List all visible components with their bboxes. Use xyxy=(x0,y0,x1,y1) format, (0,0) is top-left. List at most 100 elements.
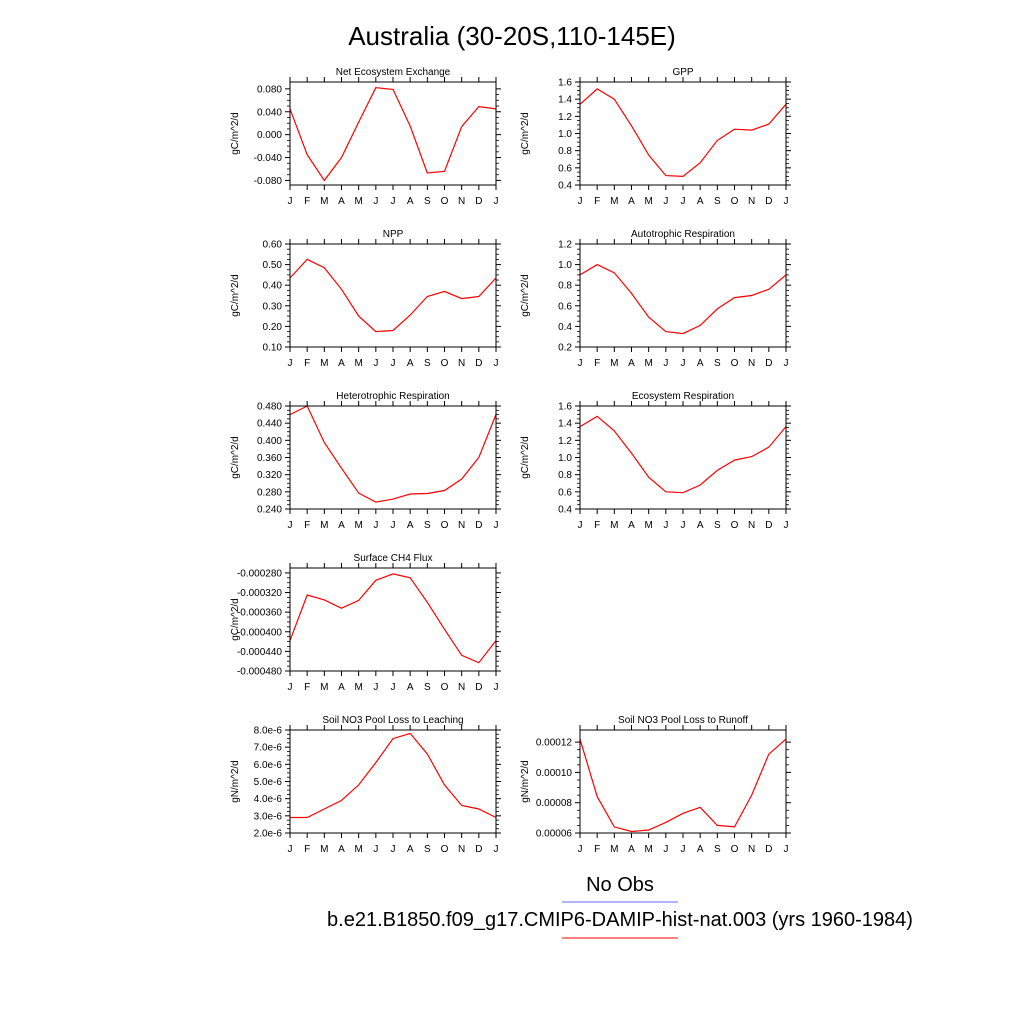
x-tick-label: N xyxy=(458,358,465,369)
x-tick-label: N xyxy=(458,682,465,693)
y-tick-label: -0.000440 xyxy=(237,647,282,658)
x-tick-label: A xyxy=(697,196,704,207)
x-tick-label: N xyxy=(748,844,755,855)
x-tick-label: F xyxy=(594,358,600,369)
chart-panel: Ecosystem Respiration gC/m^2/d 0.4 0.6 0.8 1.… xyxy=(520,391,791,531)
x-tick-label: J xyxy=(288,196,293,207)
x-tick-label: J xyxy=(578,520,583,531)
y-tick-label: 0.6 xyxy=(558,163,572,174)
plot-frame xyxy=(579,81,787,186)
x-tick-label: J xyxy=(494,520,499,531)
x-tick-label: M xyxy=(644,196,652,207)
y-axis-label: gC/m^2/d xyxy=(230,112,241,155)
x-tick-label: D xyxy=(475,196,482,207)
x-tick-label: M xyxy=(610,196,618,207)
x-tick-label: N xyxy=(748,520,755,531)
series-line xyxy=(579,263,787,335)
x-tick-label: A xyxy=(407,196,414,207)
y-tick-label: 0.480 xyxy=(257,402,282,413)
y-axis-label: gC/m^2/d xyxy=(230,598,241,641)
x-tick-label: F xyxy=(304,844,310,855)
x-tick-label: J xyxy=(494,358,499,369)
y-axis-label: gN/m^2/d xyxy=(230,760,241,803)
x-tick-label: M xyxy=(320,844,328,855)
y-tick-label: 0.50 xyxy=(263,260,283,271)
chart-panel: Soil NO3 Pool Loss to Leaching gN/m^2/d 2.… xyxy=(230,715,501,855)
y-tick-label: -0.000320 xyxy=(237,588,282,599)
x-tick-label: J xyxy=(681,844,686,855)
panel-title: Autotrophic Respiration xyxy=(631,229,735,240)
panel-title: Ecosystem Respiration xyxy=(632,391,734,402)
series-line xyxy=(289,573,497,664)
x-tick-label: J xyxy=(373,844,378,855)
panel-title: Soil NO3 Pool Loss to Runoff xyxy=(618,715,748,726)
series-line xyxy=(289,405,497,503)
x-tick-label: A xyxy=(407,520,414,531)
x-tick-label: O xyxy=(731,520,739,531)
y-tick-label: 5.0e-6 xyxy=(254,777,283,788)
y-tick-label: 4.0e-6 xyxy=(254,794,283,805)
x-tick-label: J xyxy=(784,358,789,369)
y-axis-label: gC/m^2/d xyxy=(520,436,531,479)
series-line xyxy=(579,738,787,833)
x-tick-label: A xyxy=(697,358,704,369)
series-line xyxy=(579,415,787,494)
x-tick-label: A xyxy=(407,844,414,855)
x-tick-label: M xyxy=(644,520,652,531)
y-tick-label: 1.6 xyxy=(558,402,572,413)
y-tick-label: 0.00006 xyxy=(536,829,573,840)
x-tick-label: J xyxy=(391,682,396,693)
plot-frame xyxy=(289,567,497,672)
y-tick-label: 0.040 xyxy=(257,107,282,118)
y-tick-label: 0.20 xyxy=(263,322,283,333)
panel-title: NPP xyxy=(383,229,404,240)
x-tick-label: N xyxy=(748,196,755,207)
x-tick-label: M xyxy=(320,682,328,693)
x-tick-label: O xyxy=(441,844,449,855)
x-tick-label: S xyxy=(424,682,431,693)
x-tick-label: J xyxy=(288,682,293,693)
x-tick-label: S xyxy=(424,520,431,531)
y-tick-label: 0.8 xyxy=(558,470,572,481)
legend: No Obs b.e21.B1850.f09_g17.CMIP6-DAMIP-h… xyxy=(327,874,913,939)
x-tick-label: N xyxy=(458,196,465,207)
x-tick-label: D xyxy=(765,844,772,855)
x-tick-label: J xyxy=(663,196,668,207)
x-tick-label: J xyxy=(373,196,378,207)
y-tick-label: 0.2 xyxy=(558,343,572,354)
x-tick-label: A xyxy=(628,520,635,531)
y-tick-label: 0.8 xyxy=(558,146,572,157)
y-tick-label: -0.080 xyxy=(254,176,283,187)
x-tick-label: J xyxy=(663,844,668,855)
x-tick-label: A xyxy=(628,358,635,369)
y-axis-label: gN/m^2/d xyxy=(520,760,531,803)
x-tick-label: N xyxy=(458,520,465,531)
y-tick-label: 1.2 xyxy=(558,112,572,123)
y-tick-label: 0.360 xyxy=(257,453,282,464)
x-tick-label: F xyxy=(594,844,600,855)
x-tick-label: S xyxy=(714,358,721,369)
y-tick-label: 0.6 xyxy=(558,487,572,498)
x-tick-label: A xyxy=(338,844,345,855)
y-tick-label: 0.60 xyxy=(263,240,283,251)
y-tick-label: 1.0 xyxy=(558,453,572,464)
x-tick-label: S xyxy=(714,196,721,207)
y-tick-label: 0.400 xyxy=(257,436,282,447)
x-tick-label: M xyxy=(610,844,618,855)
y-axis-label: gC/m^2/d xyxy=(520,274,531,317)
legend-model-label: b.e21.B1850.f09_g17.CMIP6-DAMIP-hist-nat… xyxy=(327,909,913,931)
x-tick-label: O xyxy=(441,520,449,531)
y-tick-label: 3.0e-6 xyxy=(254,811,283,822)
y-tick-label: 1.0 xyxy=(558,260,572,271)
y-tick-label: 0.10 xyxy=(263,343,283,354)
x-tick-label: A xyxy=(628,196,635,207)
y-tick-label: 0.40 xyxy=(263,281,283,292)
x-tick-label: M xyxy=(644,844,652,855)
y-tick-label: 0.4 xyxy=(558,505,572,516)
plot-frame xyxy=(289,81,497,186)
x-tick-label: J xyxy=(288,844,293,855)
x-tick-label: F xyxy=(594,520,600,531)
chart-panels: Net Ecosystem Exchange gC/m^2/d -0.080 -0.0… xyxy=(230,67,791,855)
